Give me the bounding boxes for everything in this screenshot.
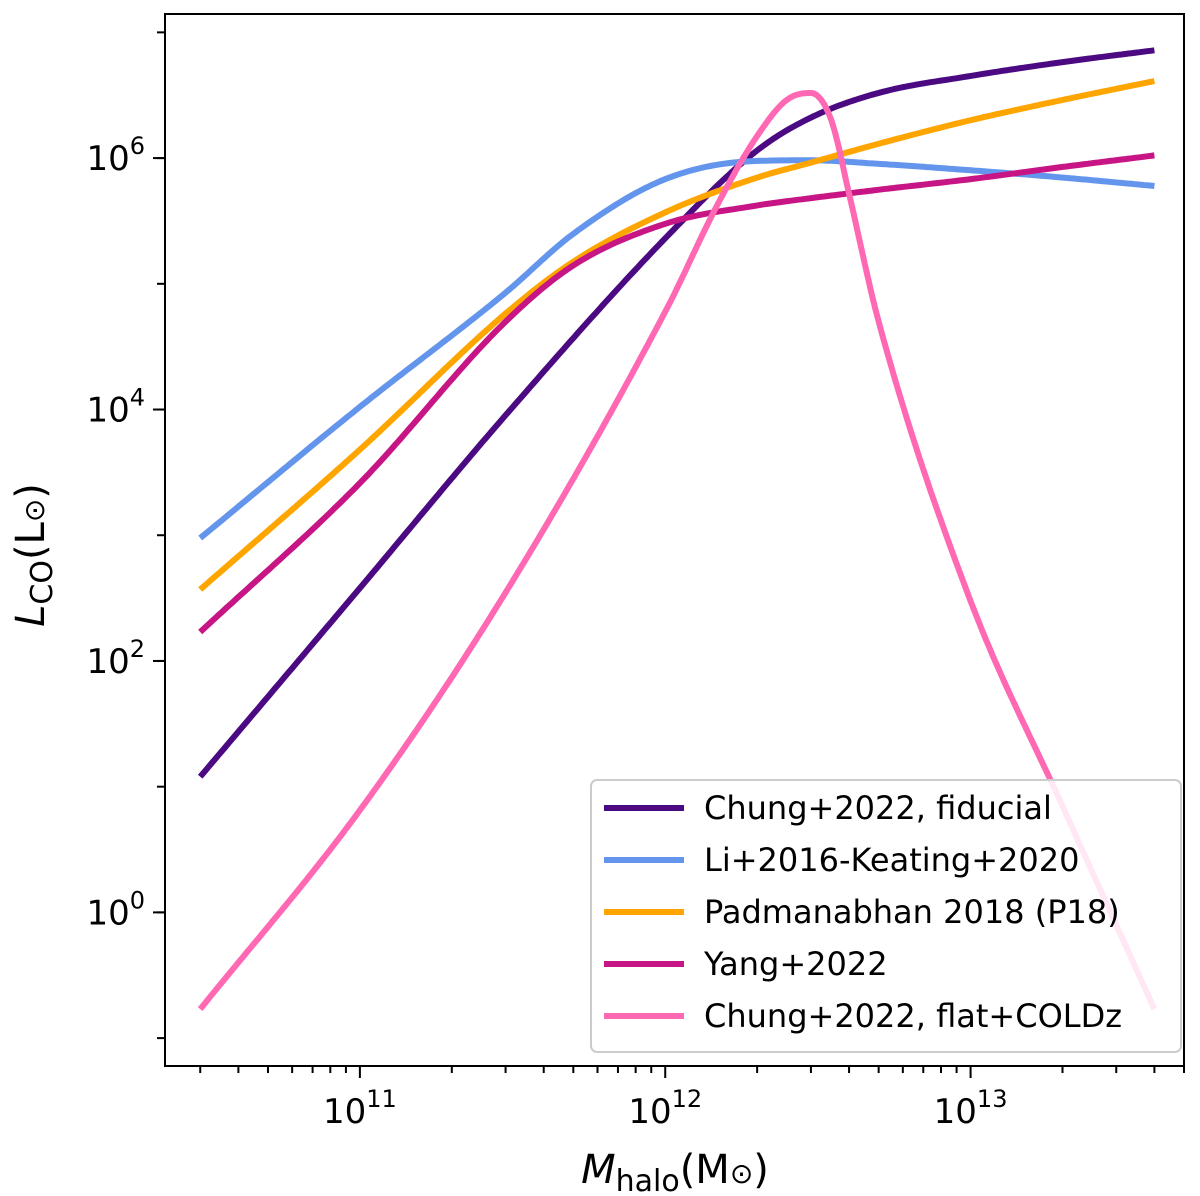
legend-label: Li+2016-Keating+2020 [704,841,1079,879]
x-axis-label: Mhalo(M⊙) [581,1147,769,1196]
plot-area-frame [164,13,1185,1067]
legend-label: Chung+2022, flat+COLDz [704,997,1122,1035]
legend-label: Padmanabhan 2018 (P18) [704,893,1120,931]
series-line-5 [197,89,1158,1012]
y-axis-ticks: 100 102 104 106 [86,31,165,1040]
x-tick-label: 1013 [934,1085,1008,1132]
y-tick-label: 102 [86,635,145,682]
series-layer [197,47,1158,1012]
series-line-2 [198,157,1155,541]
series-line-1 [197,47,1155,779]
series-line-3 [198,78,1155,592]
legend-box [590,779,1182,1053]
y-tick-label: 100 [86,886,145,933]
legend-label: Yang+2022 [703,945,888,983]
legend-label: Chung+2022, fiducial [704,789,1052,827]
x-axis-ticks: 1011 1012 1013 [199,1066,1185,1132]
y-tick-label: 106 [86,132,145,179]
y-axis-label: LCO(L⊙) [8,483,60,627]
x-tick-label: 1012 [628,1085,702,1132]
legend: Chung+2022, fiducial Li+2016-Keating+2020… [590,779,1182,1053]
y-tick-label: 104 [86,384,145,431]
x-tick-label: 1011 [323,1085,397,1132]
series-line-4 [198,152,1155,635]
